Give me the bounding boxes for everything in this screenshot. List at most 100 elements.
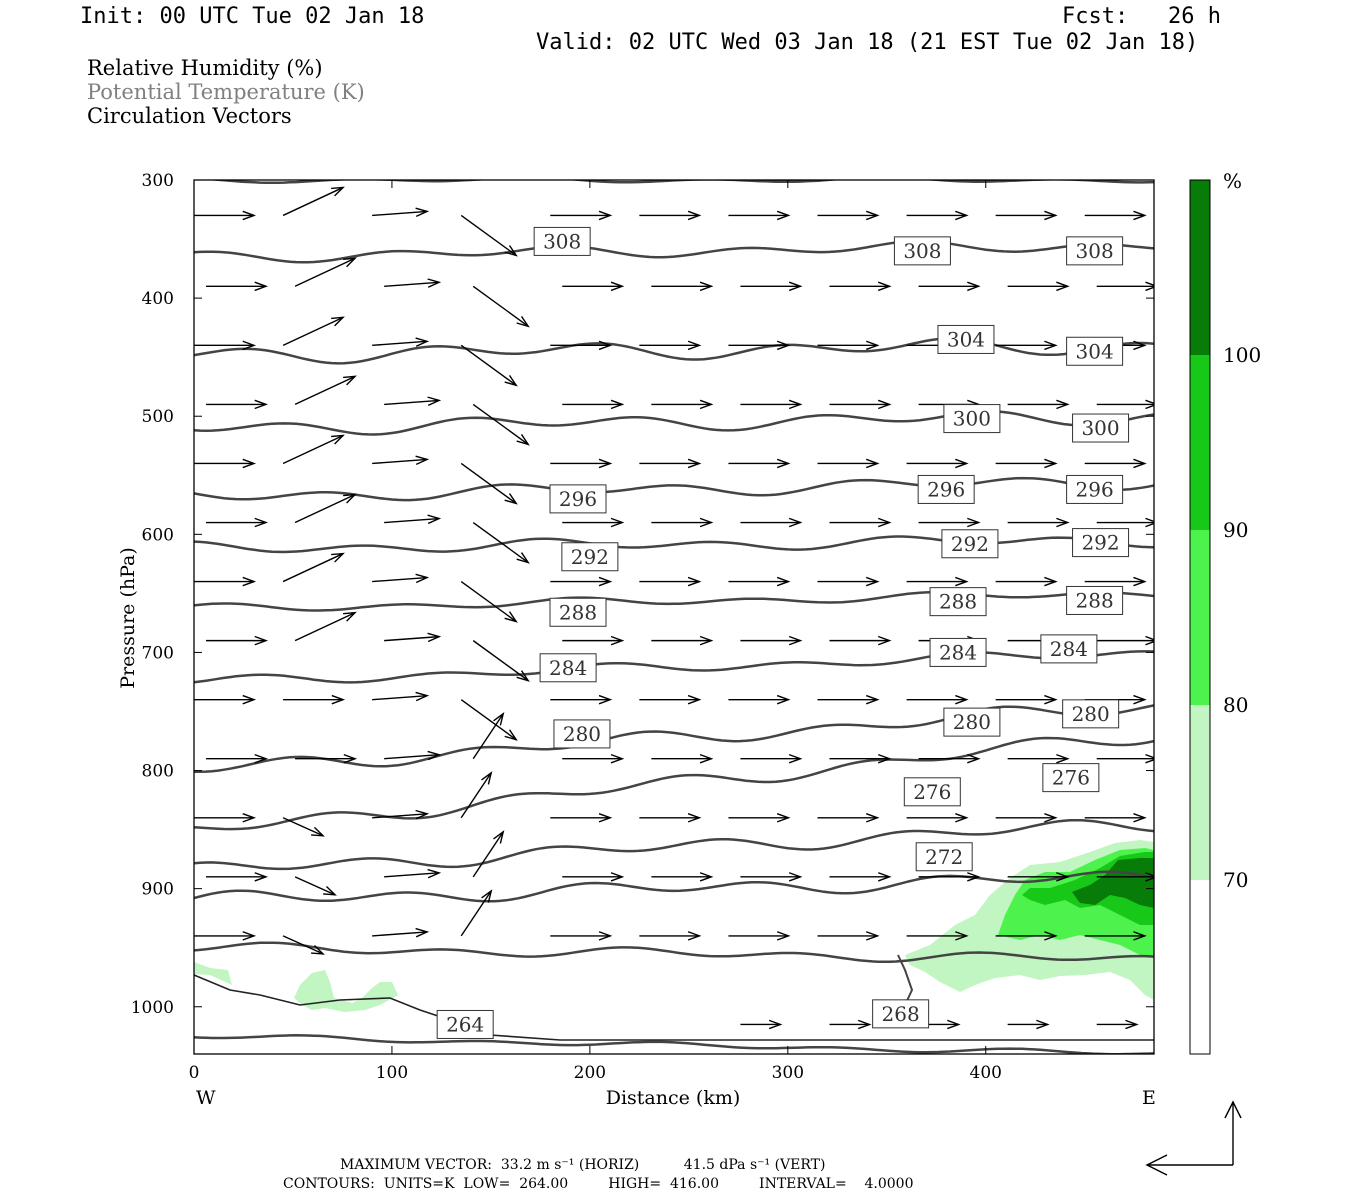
legend-potential-temperature: Potential Temperature (K) (87, 80, 365, 104)
circulation-vector (550, 210, 613, 221)
y-tick-label: 700 (142, 643, 174, 663)
circulation-vector (740, 399, 803, 410)
circulation-vector (294, 257, 357, 287)
circulation-vector (460, 344, 518, 387)
contour-label-box (1072, 413, 1130, 443)
x-tick-label: 300 (772, 1063, 804, 1083)
circulation-vector (372, 809, 430, 820)
circulation-vector (562, 517, 625, 528)
x-axis-east-label: E (1142, 1087, 1156, 1109)
contour-label-box (1040, 634, 1098, 664)
circulation-vector (206, 517, 269, 528)
circulation-vector (740, 753, 803, 764)
circulation-vector (282, 186, 345, 217)
circulation-vector (728, 694, 791, 705)
circulation-vector (728, 813, 791, 823)
contour-label-box (436, 1009, 494, 1039)
contour-label-box (915, 842, 973, 872)
circulation-vector (294, 493, 357, 524)
contour-label: 292 (571, 545, 609, 569)
contour-label-box (1066, 336, 1124, 366)
rh-100-area (1072, 858, 1154, 908)
circulation-vector (294, 375, 357, 406)
contour-label: 272 (925, 845, 963, 869)
circulation-vector (472, 521, 530, 564)
circulation-vector (829, 517, 892, 528)
theta-contour-line (194, 409, 1154, 436)
footer-contours-info: CONTOURS: UNITS=K LOW= 264.00 HIGH= 416.… (283, 1176, 914, 1192)
circulation-vector (829, 281, 892, 292)
contour-label: 280 (1072, 702, 1110, 726)
contour-label-box (549, 484, 607, 514)
contour-label: 292 (951, 532, 989, 556)
circulation-vector (194, 458, 257, 469)
circulation-vector (206, 281, 269, 292)
contour-label: 288 (1076, 588, 1114, 612)
contour-label: 276 (1052, 766, 1090, 790)
circulation-vector (1096, 753, 1154, 764)
circulation-vector (384, 278, 442, 288)
circulation-vector (1096, 399, 1154, 410)
circulation-vector (817, 931, 880, 941)
theta-contour-line (194, 650, 1154, 684)
circulation-vector (995, 210, 1058, 221)
circulation-vector (1084, 813, 1147, 823)
x-tick-label: 100 (376, 1063, 408, 1083)
circulation-vector (817, 694, 880, 705)
contour-label-box (1042, 763, 1100, 793)
theta-contour-line (194, 535, 1154, 554)
circulation-vector (651, 872, 714, 882)
circulation-vector (562, 753, 625, 764)
circulation-vector (817, 576, 880, 587)
rh-70-area-left (194, 962, 232, 985)
circulation-vector (817, 210, 880, 221)
circulation-vector (1007, 753, 1070, 764)
contour-label-box (929, 637, 987, 667)
colorbar-level-80: 80 (1223, 693, 1248, 717)
contour-label-box (549, 597, 607, 627)
contour-label: 284 (1050, 637, 1088, 661)
y-tick-label: 600 (142, 525, 174, 545)
circulation-vector (372, 691, 430, 702)
reference-vector-icon (1145, 1100, 1242, 1176)
circulation-vector (550, 694, 613, 705)
circulation-vector (918, 517, 981, 528)
circulation-vector (384, 514, 442, 525)
theta-contour-line (194, 239, 1154, 264)
contour-label: 308 (1076, 239, 1114, 263)
circulation-vector (728, 340, 791, 351)
contour-label-box (917, 474, 975, 504)
contour-label: 276 (913, 780, 951, 804)
circulation-vector (194, 813, 257, 823)
contour-label: 268 (882, 1002, 920, 1026)
x-tick-label: 0 (189, 1063, 200, 1083)
colorbar-seg-lt70 (1190, 880, 1210, 1054)
circulation-vector (562, 635, 625, 646)
plot-frame (193, 179, 1155, 1055)
colorbar-seg-70-80 (1190, 705, 1210, 880)
circulation-vector (728, 931, 791, 941)
circulation-vector (282, 316, 345, 346)
circulation-vector (384, 868, 442, 879)
contour-label-box (533, 226, 591, 256)
y-tick-label: 800 (142, 762, 174, 782)
theta-contour-line (194, 1034, 1154, 1054)
circulation-vector (1096, 1019, 1139, 1030)
circulation-vector (472, 285, 530, 328)
circulation-vector (283, 694, 346, 705)
circulation-vector (740, 517, 803, 528)
init-time: Init: 00 UTC Tue 02 Jan 18 (80, 4, 425, 29)
theta-contour-line (194, 337, 1154, 365)
ground-surface-line (194, 974, 1154, 1041)
circulation-vector (1096, 517, 1154, 528)
rh-colorbar: % 100 90 80 70 (1189, 169, 1261, 1055)
contour-label: 288 (939, 590, 977, 614)
contour-label: 308 (903, 239, 941, 263)
circulation-vector (639, 813, 702, 823)
circulation-vector (282, 552, 345, 583)
circulation-vector (206, 399, 269, 410)
circulation-vector (206, 635, 269, 646)
contour-label: 288 (559, 600, 597, 624)
circulation-vector (651, 281, 714, 292)
